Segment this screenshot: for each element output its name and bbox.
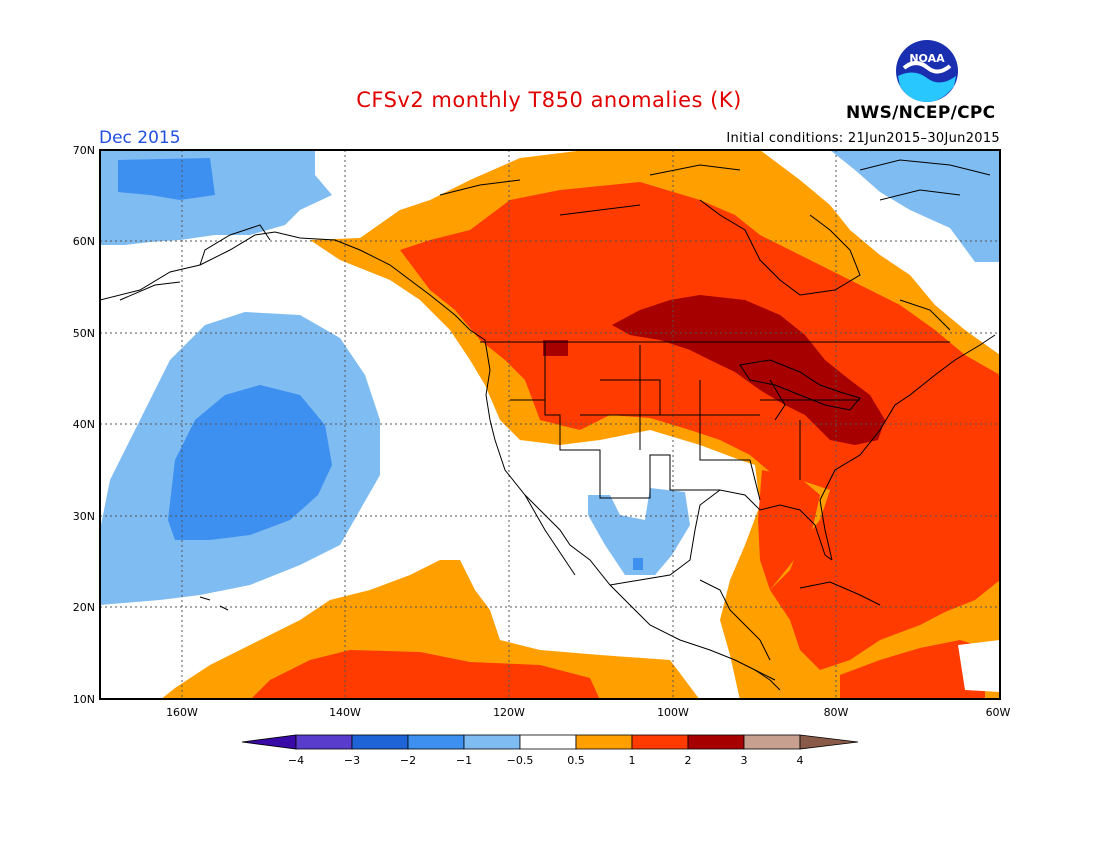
- anomaly-region-warm-core-west: [543, 340, 568, 356]
- lat-label-40n: 40N: [73, 418, 95, 431]
- lon-label-100w: 100W: [657, 706, 689, 719]
- lat-label-50n: 50N: [73, 327, 95, 340]
- colorbar-label: −3: [344, 754, 360, 767]
- colorbar-min-arrow: [241, 734, 297, 750]
- anomaly-region-mexico-cold-core: [633, 558, 643, 570]
- colorbar-label: 1: [629, 754, 636, 767]
- lon-label-60w: 60W: [986, 706, 1011, 719]
- agency-label: NWS/NCEP/CPC: [846, 103, 996, 123]
- colorbar-label: 4: [797, 754, 804, 767]
- anomaly-region-south-warm: [161, 560, 700, 699]
- anomaly-region-gulf-red: [758, 470, 820, 590]
- colorbar-label: 0.5: [567, 754, 585, 767]
- lat-label-20n: 20N: [73, 601, 95, 614]
- forecast-period: Dec 2015: [99, 128, 181, 148]
- lon-label-160w: 160W: [166, 706, 198, 719]
- colorbar-swatch-8: [687, 734, 745, 750]
- noaa-logo-icon: NOAA: [896, 40, 958, 102]
- colorbar-label: −4: [288, 754, 304, 767]
- lat-label-60n: 60N: [73, 235, 95, 248]
- colorbar-swatch-3: [407, 734, 465, 750]
- colorbar-label: −2: [400, 754, 416, 767]
- map-frame: [99, 149, 1001, 700]
- colorbar-label: 2: [685, 754, 692, 767]
- colorbar-swatch-4: [463, 734, 521, 750]
- lon-label-140w: 140W: [329, 706, 361, 719]
- colorbar-max-arrow: [799, 734, 859, 750]
- colorbar-swatch-1: [295, 734, 353, 750]
- lon-label-80w: 80W: [824, 706, 849, 719]
- coastlines: [100, 159, 996, 691]
- colorbar-swatch-7: [631, 734, 689, 750]
- latitude-labels: 70N 60N 50N 40N 30N 20N 10N: [73, 144, 95, 706]
- colorbar-swatch-5: [519, 734, 577, 750]
- colorbar-label: −1: [456, 754, 472, 767]
- graticule: [100, 150, 1000, 699]
- colorbar-swatch-9: [743, 734, 801, 750]
- anomaly-region-south-red: [251, 650, 600, 699]
- anomaly-field: [100, 150, 1000, 699]
- lat-label-70n: 70N: [73, 144, 95, 157]
- anomaly-region-se-neutral: [958, 640, 1000, 692]
- anomaly-region-mexico-cold: [588, 488, 690, 575]
- colorbar-label: −0.5: [507, 754, 534, 767]
- initial-conditions: Initial conditions: 21Jun2015–30Jun2015: [726, 131, 1000, 146]
- anomaly-region-ne-cold: [830, 150, 1000, 262]
- colorbar-label: 3: [741, 754, 748, 767]
- longitude-labels: 160W 140W 120W 100W 80W 60W: [166, 706, 1010, 719]
- colorbar-swatch-2: [351, 734, 409, 750]
- colorbar: −4 −3 −2 −1 −0.5 0.5 1 2 3 4: [241, 734, 859, 767]
- logo-text: NOAA: [909, 52, 945, 65]
- lat-label-10n: 10N: [73, 693, 95, 706]
- anomaly-region-caribbean-warm-red: [840, 640, 985, 699]
- anomaly-region-nw-cold-core: [118, 158, 215, 200]
- map-title: CFSv2 monthly T850 anomalies (K): [356, 88, 742, 112]
- lat-label-30n: 30N: [73, 510, 95, 523]
- lon-label-120w: 120W: [493, 706, 525, 719]
- colorbar-swatch-6: [575, 734, 633, 750]
